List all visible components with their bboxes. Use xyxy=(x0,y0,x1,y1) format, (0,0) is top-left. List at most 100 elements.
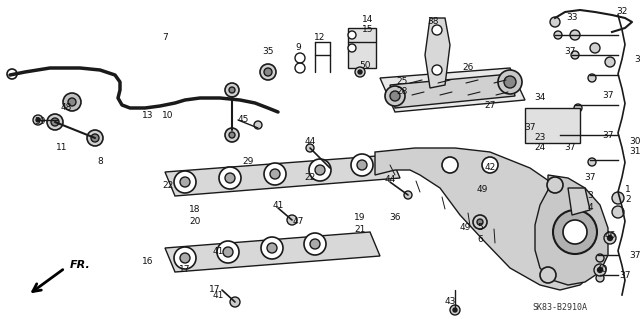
Text: 35: 35 xyxy=(262,48,274,56)
Text: 47: 47 xyxy=(292,218,304,226)
Circle shape xyxy=(63,93,81,111)
Text: 30: 30 xyxy=(629,137,640,146)
Text: 22: 22 xyxy=(163,181,173,189)
Circle shape xyxy=(229,132,235,138)
Circle shape xyxy=(351,154,373,176)
Circle shape xyxy=(68,98,76,106)
Circle shape xyxy=(588,158,596,166)
Circle shape xyxy=(261,237,283,259)
Circle shape xyxy=(304,233,326,255)
Circle shape xyxy=(230,297,240,307)
Text: 42: 42 xyxy=(484,164,495,173)
Circle shape xyxy=(547,177,563,193)
Text: 44: 44 xyxy=(385,175,396,184)
Polygon shape xyxy=(380,68,525,112)
Text: 7: 7 xyxy=(162,33,168,42)
Text: 41: 41 xyxy=(212,248,224,256)
Circle shape xyxy=(225,83,239,97)
Text: 17: 17 xyxy=(179,265,191,275)
Text: 37: 37 xyxy=(524,123,536,132)
Circle shape xyxy=(477,219,483,225)
Text: 50: 50 xyxy=(359,61,371,70)
Text: 18: 18 xyxy=(189,205,201,214)
Circle shape xyxy=(596,254,604,262)
Polygon shape xyxy=(390,74,515,108)
Bar xyxy=(525,108,580,143)
Text: 19: 19 xyxy=(355,213,365,222)
Circle shape xyxy=(87,130,103,146)
Text: 6: 6 xyxy=(477,235,483,244)
Circle shape xyxy=(442,157,458,173)
Circle shape xyxy=(571,51,579,59)
Text: 32: 32 xyxy=(616,8,628,17)
Circle shape xyxy=(225,173,235,183)
Circle shape xyxy=(287,215,297,225)
Text: 24: 24 xyxy=(534,144,546,152)
Circle shape xyxy=(174,247,196,269)
Circle shape xyxy=(33,115,43,125)
Circle shape xyxy=(306,144,314,152)
Text: 21: 21 xyxy=(355,226,365,234)
Circle shape xyxy=(540,267,556,283)
Circle shape xyxy=(47,114,63,130)
Text: 37: 37 xyxy=(584,174,596,182)
Text: 17: 17 xyxy=(209,286,221,294)
Circle shape xyxy=(358,70,362,74)
Circle shape xyxy=(91,134,99,142)
Text: 13: 13 xyxy=(142,112,154,121)
Text: 37: 37 xyxy=(620,271,631,279)
Circle shape xyxy=(498,70,522,94)
Circle shape xyxy=(605,57,615,67)
Text: 4: 4 xyxy=(587,204,593,212)
Circle shape xyxy=(357,160,367,170)
Text: 8: 8 xyxy=(97,158,103,167)
Circle shape xyxy=(223,247,233,257)
Circle shape xyxy=(504,76,516,88)
Circle shape xyxy=(225,128,239,142)
Text: 37: 37 xyxy=(634,56,640,64)
Text: 43: 43 xyxy=(444,298,456,307)
Circle shape xyxy=(51,118,59,126)
Text: 49: 49 xyxy=(460,224,470,233)
Text: 22: 22 xyxy=(305,174,316,182)
Circle shape xyxy=(588,74,596,82)
Circle shape xyxy=(574,104,582,112)
Text: 48: 48 xyxy=(60,103,72,113)
Circle shape xyxy=(348,44,356,52)
Polygon shape xyxy=(165,155,400,196)
Circle shape xyxy=(553,210,597,254)
Polygon shape xyxy=(165,232,380,272)
Circle shape xyxy=(432,25,442,35)
Circle shape xyxy=(264,68,272,76)
Circle shape xyxy=(612,192,624,204)
Text: 40: 40 xyxy=(596,265,608,275)
Circle shape xyxy=(348,31,356,39)
Text: 36: 36 xyxy=(389,213,401,222)
Circle shape xyxy=(36,118,40,122)
Circle shape xyxy=(473,215,487,229)
Circle shape xyxy=(267,243,277,253)
Text: 5: 5 xyxy=(477,224,483,233)
Text: 37: 37 xyxy=(602,130,614,139)
Circle shape xyxy=(570,30,580,40)
Text: 39: 39 xyxy=(35,117,45,127)
Circle shape xyxy=(450,305,460,315)
Circle shape xyxy=(254,121,262,129)
Circle shape xyxy=(590,43,600,53)
Circle shape xyxy=(385,86,405,106)
Text: 45: 45 xyxy=(237,115,249,124)
Text: 46: 46 xyxy=(604,231,616,240)
Circle shape xyxy=(315,165,325,175)
Circle shape xyxy=(563,220,587,244)
Text: 2: 2 xyxy=(625,196,631,204)
Polygon shape xyxy=(425,18,450,88)
Circle shape xyxy=(310,239,320,249)
Circle shape xyxy=(604,232,616,244)
Circle shape xyxy=(598,268,602,272)
Circle shape xyxy=(612,206,624,218)
Polygon shape xyxy=(568,188,590,215)
Text: 33: 33 xyxy=(566,13,578,23)
Circle shape xyxy=(180,253,190,263)
Circle shape xyxy=(558,134,566,142)
Text: 20: 20 xyxy=(189,218,201,226)
